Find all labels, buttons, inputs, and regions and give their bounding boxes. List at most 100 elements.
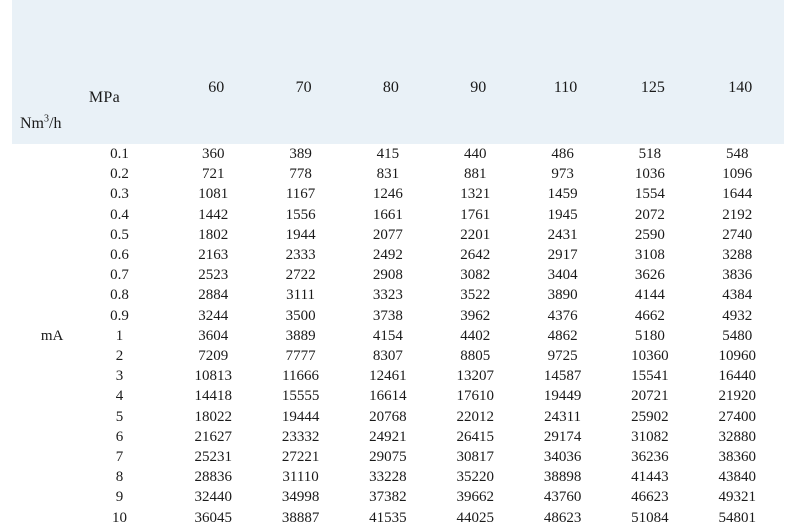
row-unit-label: Nm3/h: [20, 114, 62, 133]
cell-value: 32880: [696, 426, 784, 448]
cell-value: 3108: [609, 245, 697, 266]
column-header-3: 90: [434, 0, 522, 144]
side-unit-spacer: [12, 245, 93, 266]
cell-value: 2333: [259, 245, 348, 266]
side-unit-spacer: [12, 467, 93, 488]
cell-value: 43760: [521, 487, 610, 508]
table-row: mA 1 3604 3889 4154 4402 4862 5180 5480: [12, 325, 784, 347]
row-unit-base: Nm: [20, 115, 44, 132]
side-unit-spacer: [12, 285, 93, 306]
cell-value: 2908: [347, 265, 435, 286]
cell-value: 21920: [696, 386, 784, 407]
row-unit-suffix: /h: [49, 115, 62, 132]
cell-value: 2917: [521, 245, 610, 266]
cell-value: 440: [434, 144, 522, 165]
column-header-5: 125: [609, 0, 697, 144]
cell-value: 11666: [259, 366, 348, 387]
cell-value: 486: [521, 144, 610, 165]
table-row: 7 25231 27221 29075 30817 34036 36236 38360: [12, 447, 784, 468]
cell-value: 1442: [172, 204, 260, 225]
cell-value: 2492: [347, 245, 435, 266]
table-body: 0.1 360 389 415 440 486 518 548 0.2 721 778 831 881 9…: [12, 144, 784, 528]
cell-value: 41443: [609, 467, 697, 488]
cell-value: 2431: [521, 224, 610, 246]
column-header-1: 70: [259, 0, 348, 144]
cell-value: 46623: [609, 487, 697, 508]
table-row: 0.5 1802 1944 2077 2201 2431 2590 2740: [12, 224, 784, 246]
cell-value: 17610: [434, 386, 522, 407]
column-unit-label: MPa: [88, 89, 120, 106]
cell-value: 33228: [347, 467, 435, 488]
cell-value: 778: [259, 164, 348, 185]
row-label: 0.5: [92, 224, 173, 246]
side-unit-spacer: [12, 184, 93, 205]
cell-value: 38360: [696, 447, 784, 468]
cell-value: 1246: [347, 184, 435, 205]
cell-value: 360: [172, 144, 260, 165]
table-row: 0.8 2884 3111 3323 3522 3890 4144 4384: [12, 285, 784, 306]
cell-value: 8307: [347, 346, 435, 367]
cell-value: 2192: [696, 204, 784, 225]
cell-value: 10813: [172, 366, 260, 387]
cell-value: 4384: [696, 285, 784, 306]
cell-value: 2163: [172, 245, 260, 266]
cell-value: 2201: [434, 224, 522, 246]
side-unit-spacer: [12, 487, 93, 508]
cell-value: 1661: [347, 204, 435, 225]
cell-value: 3836: [696, 265, 784, 286]
table-row: 5 18022 19444 20768 22012 24311 25902 27400: [12, 406, 784, 427]
row-label: 2: [92, 346, 173, 367]
side-unit-spacer: [12, 204, 93, 225]
row-label: 7: [92, 447, 173, 468]
column-header-0: 60: [172, 0, 260, 144]
cell-value: 20721: [609, 386, 697, 407]
cell-value: 24311: [521, 406, 610, 427]
cell-value: 1167: [259, 184, 348, 205]
cell-value: 16614: [347, 386, 435, 407]
cell-value: 1459: [521, 184, 610, 205]
row-label: 9: [92, 487, 173, 508]
table-row: 0.9 3244 3500 3738 3962 4376 4662 4932: [12, 305, 784, 326]
cell-value: 25231: [172, 447, 260, 468]
cell-value: 8805: [434, 346, 522, 367]
cell-value: 20768: [347, 406, 435, 427]
cell-value: 38887: [259, 507, 348, 528]
cell-value: 3962: [434, 305, 522, 326]
cell-value: 4402: [434, 325, 522, 347]
cell-value: 28836: [172, 467, 260, 488]
cell-value: 881: [434, 164, 522, 185]
cell-value: 25902: [609, 406, 697, 427]
cell-value: 3626: [609, 265, 697, 286]
cell-value: 4662: [609, 305, 697, 326]
cell-value: 39662: [434, 487, 522, 508]
cell-value: 41535: [347, 507, 435, 528]
cell-value: 721: [172, 164, 260, 185]
row-label: 1: [92, 325, 173, 347]
cell-value: 3404: [521, 265, 610, 286]
cell-value: 31082: [609, 426, 697, 448]
cell-value: 9725: [521, 346, 610, 367]
column-header-6: 140: [696, 0, 784, 144]
table-row: 10 36045 38887 41535 44025 48623 51084 54801: [12, 507, 784, 528]
cell-value: 3111: [259, 285, 348, 306]
cell-value: 29075: [347, 447, 435, 468]
cell-value: 1761: [434, 204, 522, 225]
cell-value: 2722: [259, 265, 348, 286]
cell-value: 3500: [259, 305, 348, 326]
cell-value: 3738: [347, 305, 435, 326]
cell-value: 22012: [434, 406, 522, 427]
cell-value: 4144: [609, 285, 697, 306]
cell-value: 4154: [347, 325, 435, 347]
side-unit-spacer: [12, 406, 93, 427]
cell-value: 38898: [521, 467, 610, 488]
cell-value: 2740: [696, 224, 784, 246]
row-label: 0.8: [92, 285, 173, 306]
cell-value: 34036: [521, 447, 610, 468]
cell-value: 831: [347, 164, 435, 185]
cell-value: 415: [347, 144, 435, 165]
table-header-row: MPa Nm3/h 60 70 80 90 110 125 140: [12, 0, 784, 144]
cell-value: 23332: [259, 426, 348, 448]
cell-value: 27221: [259, 447, 348, 468]
cell-value: 1944: [259, 224, 348, 246]
cell-value: 1644: [696, 184, 784, 205]
